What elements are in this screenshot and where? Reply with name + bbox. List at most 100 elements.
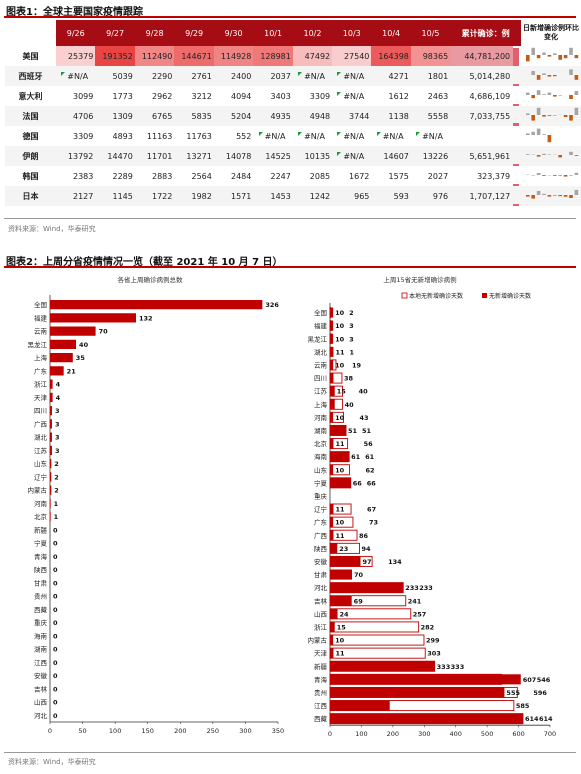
trend-sparkline-cell	[521, 166, 581, 186]
cell-value: 2290	[134, 66, 175, 86]
chart2-filled-value-label: 23	[339, 545, 348, 553]
cell-value: 4271	[371, 66, 411, 86]
chart2-filled-value-label: 61	[351, 453, 361, 461]
cell-value: 1145	[95, 186, 135, 206]
chart2-outline-value-label: 257	[413, 610, 427, 618]
cell-value: 114928	[213, 46, 254, 66]
cell-value: 2037	[253, 66, 293, 86]
total-bar-cell	[513, 186, 522, 206]
chart2-category-label: 河北	[314, 584, 328, 592]
chart2-bar-filled	[330, 543, 338, 554]
chart2-outline-value-label: 333	[451, 663, 465, 671]
chart1-value-label: 3	[55, 420, 60, 428]
trend-bar	[563, 55, 568, 59]
chart2-category-label: 青海	[314, 675, 328, 684]
chart1-x-tick-label: 350	[272, 727, 284, 735]
chart2-x-tick-label: 500	[481, 730, 493, 738]
header-date: 10/2	[292, 20, 333, 46]
chart1-category-label: 吉林	[34, 684, 48, 693]
chart2-filled-value-label: 555	[506, 689, 520, 697]
header-total: 累计确诊：例	[450, 20, 522, 46]
chart1-category-label: 福建	[34, 313, 48, 322]
chart1-value-label: 1	[54, 513, 59, 521]
chart2-category-label: 北京	[314, 439, 328, 448]
chart2-category-label: 新疆	[314, 662, 328, 671]
trend-bar	[553, 53, 557, 55]
figure1-source: 资料来源：Wind，华泰研究	[8, 225, 96, 233]
trend-bar	[574, 91, 579, 95]
chart2-category-label: 黑龙江	[308, 334, 328, 343]
chart1-value-label: 0	[53, 632, 58, 640]
trend-bar	[553, 195, 557, 196]
header-date: 10/1	[253, 20, 293, 46]
chart1-bar	[50, 366, 64, 376]
cell-value: 14078	[213, 146, 254, 166]
chart1-value-label: 0	[53, 526, 58, 534]
table-row: 意大利 3099 1773 2962 3212 4094 3403 3309 #N/A 1612 2…	[5, 86, 581, 106]
chart2-outline-value-label: 62	[365, 466, 374, 474]
chart2-x-tick-label: 200	[387, 730, 399, 738]
trend-sparkline-cell	[521, 106, 581, 126]
trend-bar	[542, 73, 546, 75]
total-bar-cell	[513, 146, 522, 166]
cell-value: 2400	[213, 66, 254, 86]
chart2-filled-value-label: 15	[337, 388, 347, 396]
total-bar	[513, 104, 520, 106]
chart1-value-label: 326	[265, 301, 279, 309]
chart1-bar	[50, 406, 52, 416]
chart2-category-label: 陕西	[314, 544, 328, 553]
na-flag-icon	[298, 131, 303, 136]
total-bar	[513, 84, 520, 86]
chart1-category-label: 辽宁	[34, 472, 48, 481]
chart1-value-label: 0	[53, 566, 58, 574]
chart2-filled-value-label: 11	[335, 348, 345, 356]
chart2-category-label: 湖北	[314, 347, 328, 356]
chart2-bar-filled	[330, 320, 334, 331]
chart1-category-label: 广东	[34, 366, 48, 375]
trend-bar	[536, 128, 541, 135]
total-bar-cell	[513, 46, 521, 66]
cell-value: 2383	[73, 171, 94, 181]
trend-bar	[553, 175, 557, 176]
chart1-category-label: 全国	[34, 300, 47, 309]
trend-sparkline	[526, 128, 579, 143]
chart1-value-label: 0	[53, 712, 58, 720]
trend-bar	[558, 175, 562, 176]
cell-value: 3403	[270, 91, 291, 101]
chart2-filled-value-label: 15	[337, 623, 347, 631]
trend-bar	[526, 55, 530, 62]
trend-bar	[531, 71, 535, 75]
cell-value: 5039	[95, 66, 135, 86]
chart1-bar	[50, 432, 52, 442]
chart1-category-label: 内蒙古	[28, 486, 48, 495]
trend-sparkline	[526, 90, 579, 99]
chart1-value-label: 3	[55, 407, 60, 415]
chart2-category-label: 广西	[314, 531, 328, 540]
chart2-outline-value-label: 61	[365, 453, 375, 461]
cell-value: 2289	[112, 171, 133, 181]
chart2-bar-filled	[330, 635, 334, 646]
chart2-bar-filled	[330, 556, 361, 567]
chart1-category-label: 陕西	[34, 565, 48, 574]
cell-value: 1801	[410, 66, 451, 86]
trend-sparkline-cell	[521, 66, 581, 86]
chart1-category-label: 贵州	[34, 592, 47, 601]
header-date: 10/4	[371, 20, 411, 46]
chart2-outline-value-label: 40	[359, 388, 369, 396]
chart2-outline-value-label: 546	[537, 676, 551, 684]
trend-bar	[542, 134, 546, 135]
chart2-filled-value-label: 607	[523, 676, 537, 684]
chart2-outline-value-label: 38	[344, 375, 354, 383]
chart2-filled-value-label: 10	[335, 309, 345, 317]
cell-total: 7,033,755	[450, 106, 514, 126]
table-row: 美国 25379 191352 112490 144671 114928 128981 474…	[5, 46, 581, 66]
chart2-filled-value-label: 24	[340, 610, 350, 618]
table-row: 法国 4706 1309 6765 5835 5204 4935 4948 3744 1138 55…	[5, 106, 581, 126]
cell-value: 27540	[332, 46, 372, 66]
cell-value: 5558	[410, 106, 451, 126]
table-row: 伊朗 13792 14470 11701 13271 14078 14525 10135 #N/…	[5, 146, 581, 166]
cell-value: #N/A	[253, 126, 293, 146]
chart2-bar-filled	[330, 346, 334, 357]
cell-value: 4948	[292, 106, 333, 126]
trend-bar	[536, 107, 541, 115]
